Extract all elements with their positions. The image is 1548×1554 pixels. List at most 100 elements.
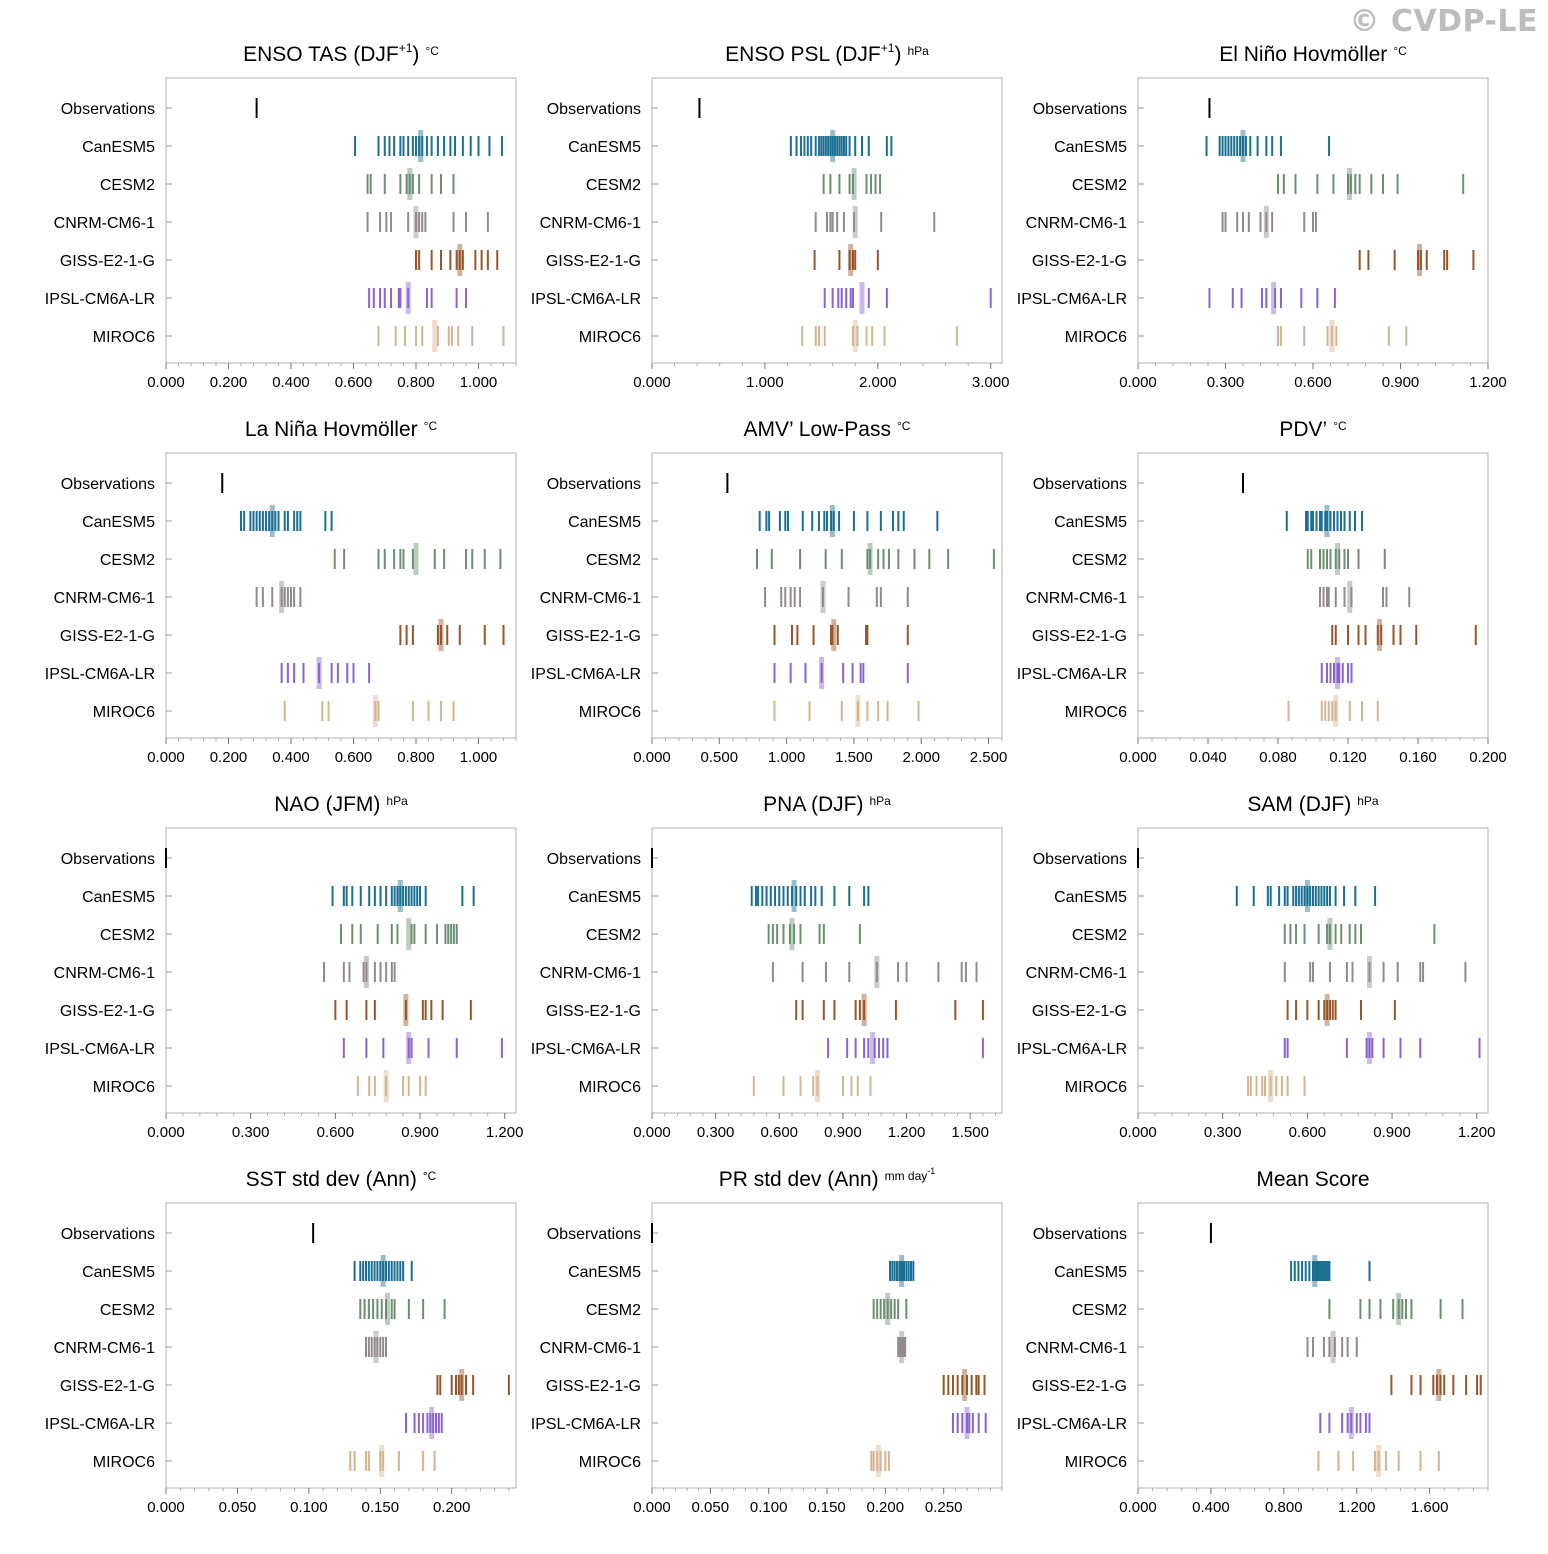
row-label-cnrm-cm6-1: CNRM-CM6-1 — [54, 215, 155, 232]
x-tick-label: 1.000 — [768, 749, 806, 766]
x-tick-label: 0.120 — [1329, 749, 1367, 766]
row-label-giss-e2-1-g: GISS-E2-1-G — [546, 1003, 641, 1020]
x-tick-label: 0.040 — [1189, 749, 1227, 766]
x-tick-label: 0.500 — [701, 749, 739, 766]
plot-frame — [1137, 452, 1489, 739]
x-tick-label: 1.600 — [1411, 1499, 1449, 1516]
row-label-cesm2: CESM2 — [1072, 552, 1127, 569]
row-label-observations: Observations — [547, 476, 641, 493]
row-label-miroc6: MIROC6 — [579, 1454, 641, 1471]
row-label-cesm2: CESM2 — [586, 177, 641, 194]
row-label-miroc6: MIROC6 — [93, 329, 155, 346]
row-label-cesm2: CESM2 — [100, 177, 155, 194]
row-label-canesm5: CanESM5 — [568, 139, 641, 156]
panel-nao-jfm: NAO (JFM) hPa Observations CanESM5 CESM2 CNRM… — [45, 793, 524, 1141]
x-tick-label: 0.200 — [1469, 749, 1507, 766]
x-tick-label: 0.600 — [335, 374, 373, 391]
x-tick-label: 0.900 — [401, 1124, 439, 1141]
row-label-miroc6: MIROC6 — [1065, 704, 1127, 721]
row-label-cnrm-cm6-1: CNRM-CM6-1 — [1026, 965, 1127, 982]
x-tick-label: 0.000 — [633, 374, 671, 391]
row-label-observations: Observations — [547, 851, 641, 868]
row-label-observations: Observations — [1033, 476, 1127, 493]
x-tick-label: 0.000 — [147, 1499, 185, 1516]
panel-title: Mean Score — [1256, 1168, 1369, 1191]
x-tick-label: 0.200 — [433, 1499, 471, 1516]
row-label-giss-e2-1-g: GISS-E2-1-G — [546, 253, 641, 270]
panel-title: El Niño Hovmöller °C — [1219, 43, 1407, 66]
panel-mean-score: Mean Score Observations CanESM5 CESM2 CNRM-C… — [1017, 1168, 1489, 1516]
x-tick-label: 0.600 — [1294, 374, 1332, 391]
x-tick-label: 0.000 — [147, 374, 185, 391]
plot-frame — [651, 77, 1003, 364]
row-label-miroc6: MIROC6 — [1065, 1454, 1127, 1471]
row-label-cnrm-cm6-1: CNRM-CM6-1 — [540, 215, 641, 232]
row-label-canesm5: CanESM5 — [1054, 514, 1127, 531]
x-tick-label: 0.000 — [1119, 374, 1157, 391]
row-label-observations: Observations — [547, 1226, 641, 1243]
row-label-cesm2: CESM2 — [100, 552, 155, 569]
row-label-cnrm-cm6-1: CNRM-CM6-1 — [54, 965, 155, 982]
panel-pna-djf: PNA (DJF) hPa Observations CanESM5 CESM2 CNRM… — [531, 793, 1003, 1141]
row-label-cesm2: CESM2 — [586, 1302, 641, 1319]
row-label-canesm5: CanESM5 — [82, 889, 155, 906]
row-label-ipsl-cm6a-lr: IPSL-CM6A-LR — [45, 291, 155, 308]
x-tick-label: 0.050 — [219, 1499, 257, 1516]
x-tick-label: 0.300 — [1207, 374, 1245, 391]
row-label-ipsl-cm6a-lr: IPSL-CM6A-LR — [1017, 1041, 1127, 1058]
x-tick-label: 1.200 — [1469, 374, 1507, 391]
x-tick-label: 0.000 — [1119, 1124, 1157, 1141]
row-label-miroc6: MIROC6 — [579, 1079, 641, 1096]
row-label-cesm2: CESM2 — [586, 927, 641, 944]
x-tick-label: 2.000 — [859, 374, 897, 391]
panel-enso-psl-djf-1: ENSO PSL (DJF+1) hPa Observations CanESM5 CE… — [531, 41, 1010, 391]
panel-title: ENSO PSL (DJF+1) hPa — [725, 41, 929, 66]
panel-title: NAO (JFM) hPa — [274, 793, 408, 816]
row-label-observations: Observations — [61, 101, 155, 118]
x-tick-label: 0.000 — [1119, 749, 1157, 766]
row-label-ipsl-cm6a-lr: IPSL-CM6A-LR — [531, 1416, 641, 1433]
panel-amv-low-pass: AMV’ Low-Pass °C Observations CanESM5 CESM2 C… — [531, 418, 1008, 766]
x-tick-label: 0.000 — [1119, 1499, 1157, 1516]
row-label-canesm5: CanESM5 — [82, 514, 155, 531]
plot-frame — [651, 452, 1003, 739]
x-tick-label: 0.000 — [633, 1499, 671, 1516]
x-tick-label: 0.200 — [210, 749, 248, 766]
row-label-miroc6: MIROC6 — [1065, 1079, 1127, 1096]
row-label-cnrm-cm6-1: CNRM-CM6-1 — [1026, 590, 1127, 607]
row-label-cesm2: CESM2 — [100, 927, 155, 944]
x-tick-label: 0.250 — [925, 1499, 963, 1516]
row-label-canesm5: CanESM5 — [1054, 139, 1127, 156]
plot-frame — [165, 1202, 517, 1489]
x-tick-label: 1.200 — [888, 1124, 926, 1141]
row-label-miroc6: MIROC6 — [93, 704, 155, 721]
row-label-giss-e2-1-g: GISS-E2-1-G — [60, 1003, 155, 1020]
row-label-miroc6: MIROC6 — [1065, 329, 1127, 346]
x-tick-label: 0.600 — [317, 1124, 355, 1141]
panel-la-ni-a-hovm-ller: La Niña Hovmöller °C Observations CanESM5 CE… — [45, 418, 517, 766]
x-tick-label: 0.600 — [760, 1124, 798, 1141]
x-tick-label: 0.150 — [362, 1499, 400, 1516]
x-tick-label: 1.200 — [486, 1124, 524, 1141]
x-tick-label: 3.000 — [972, 374, 1010, 391]
panel-title: PR std dev (Ann) mm day-1 — [719, 1166, 936, 1191]
x-tick-label: 0.300 — [1204, 1124, 1242, 1141]
x-tick-label: 0.300 — [697, 1124, 735, 1141]
panel-pr-std-dev-ann: PR std dev (Ann) mm day-1 Observations CanE… — [531, 1166, 1003, 1516]
plot-frame — [1137, 827, 1489, 1114]
row-label-giss-e2-1-g: GISS-E2-1-G — [1032, 628, 1127, 645]
row-label-observations: Observations — [61, 476, 155, 493]
x-tick-label: 0.000 — [147, 749, 185, 766]
row-label-ipsl-cm6a-lr: IPSL-CM6A-LR — [45, 1041, 155, 1058]
x-tick-label: 0.400 — [272, 374, 310, 391]
plot-frame — [165, 452, 517, 739]
x-tick-label: 0.800 — [397, 749, 435, 766]
row-label-cesm2: CESM2 — [586, 552, 641, 569]
x-tick-label: 0.300 — [232, 1124, 270, 1141]
row-label-giss-e2-1-g: GISS-E2-1-G — [1032, 253, 1127, 270]
row-label-cesm2: CESM2 — [1072, 927, 1127, 944]
x-tick-label: 0.160 — [1399, 749, 1437, 766]
x-tick-label: 0.600 — [1289, 1124, 1327, 1141]
row-label-cesm2: CESM2 — [1072, 177, 1127, 194]
